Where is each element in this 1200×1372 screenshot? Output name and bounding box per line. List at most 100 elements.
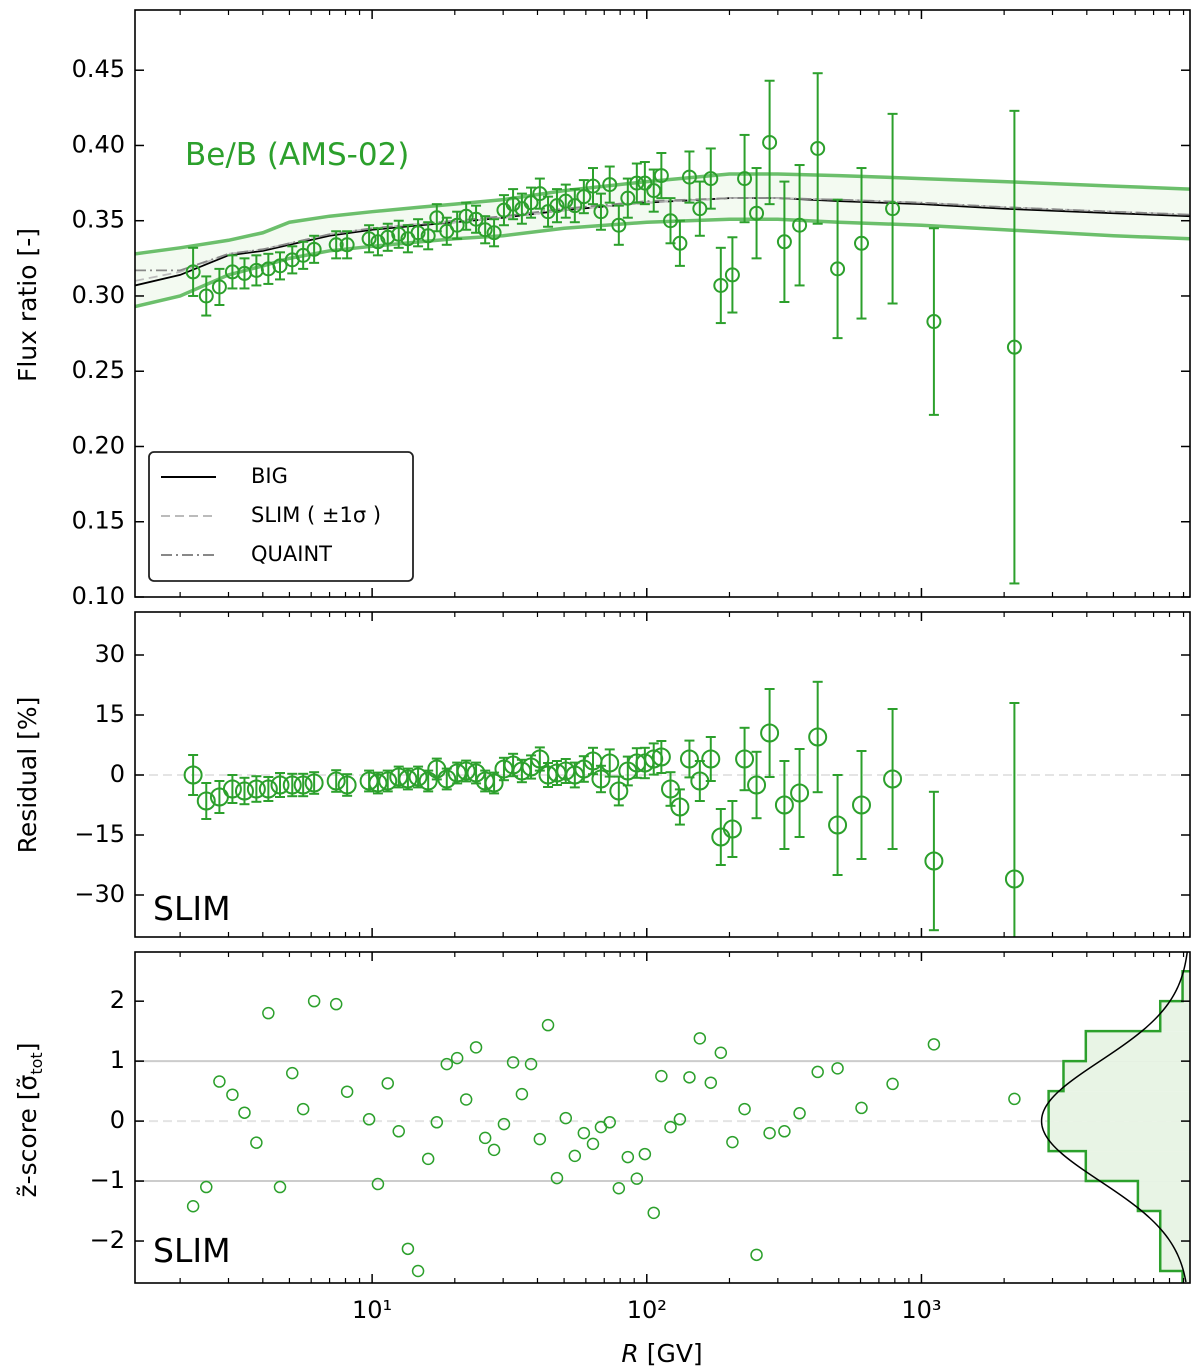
data-point — [637, 175, 653, 191]
data-point — [927, 1038, 941, 1051]
data-point — [664, 1120, 677, 1134]
data-point — [234, 781, 254, 801]
data-point — [286, 1066, 299, 1080]
data-point — [530, 749, 550, 769]
y-tick-label: −30 — [74, 880, 125, 908]
data-point — [722, 819, 742, 839]
y-axis-label-sub: tot — [27, 1052, 46, 1074]
data-point — [246, 779, 266, 799]
histogram-bar — [1048, 1121, 1190, 1152]
data-point — [926, 314, 942, 330]
y-tick-label: −2 — [90, 1226, 125, 1254]
data-point — [655, 1069, 668, 1083]
data-point — [487, 1143, 501, 1157]
data-point — [670, 797, 690, 817]
data-point — [811, 1065, 824, 1079]
annotation: SLIM — [153, 1231, 231, 1270]
data-point — [326, 771, 346, 791]
legend-label: BIG — [251, 464, 288, 488]
data-point — [749, 205, 765, 221]
data-point — [593, 204, 609, 220]
data-point — [567, 198, 583, 214]
data-point — [183, 765, 203, 785]
data-point — [703, 171, 719, 187]
data-point — [381, 1077, 394, 1090]
axes-frame — [134, 951, 1191, 1284]
plot-area — [135, 680, 1190, 937]
data-point — [778, 1125, 791, 1138]
data-point — [456, 761, 476, 781]
data-point — [701, 749, 721, 769]
data-point — [440, 1057, 454, 1071]
data-point — [621, 1150, 635, 1164]
data-point — [523, 195, 539, 211]
legend-label: QUAINT — [251, 542, 332, 566]
y-tick-label: 0.45 — [72, 55, 125, 83]
data-point — [469, 1041, 483, 1054]
data-point — [1008, 1092, 1021, 1106]
data-point — [630, 1172, 644, 1185]
data-point — [411, 1264, 425, 1278]
data-point — [568, 1149, 582, 1163]
data-point — [222, 779, 242, 799]
plot-area — [135, 952, 1190, 1283]
data-point — [304, 773, 324, 793]
data-point — [737, 171, 753, 187]
data-point — [477, 222, 493, 238]
data-point — [1006, 339, 1022, 355]
data-point — [735, 749, 755, 769]
data-point — [486, 225, 502, 241]
histogram-bar — [1137, 1181, 1190, 1212]
data-point — [714, 1046, 728, 1059]
y-tick-label: 15 — [94, 700, 125, 728]
x-tick-label: 10¹ — [352, 1296, 392, 1324]
legend: BIG SLIM ( ±1σ ) QUAINT — [148, 451, 414, 582]
data-point — [792, 217, 808, 233]
y-axis-label-main: z̃-score [σ̃ — [13, 1074, 42, 1197]
y-tick-label: 2 — [110, 986, 125, 1014]
data-point — [392, 1125, 405, 1138]
x-axis-label: R [GV] — [621, 1339, 702, 1368]
y-tick-label: 30 — [94, 640, 125, 668]
data-point — [339, 237, 355, 253]
data-point — [679, 749, 699, 769]
histogram-bar — [1182, 971, 1190, 1002]
histogram-bar — [1048, 1091, 1190, 1122]
data-point — [612, 1182, 626, 1195]
plot-area — [135, 72, 1190, 585]
data-point — [681, 169, 697, 185]
data-point — [885, 201, 901, 217]
data-point — [1004, 869, 1024, 889]
data-point — [250, 1136, 263, 1149]
data-point — [763, 1126, 776, 1140]
data-point — [213, 1075, 226, 1088]
data-point — [340, 1085, 354, 1098]
data-point — [306, 241, 322, 257]
data-point — [673, 1113, 687, 1126]
y-axis-label: Residual [%] — [13, 697, 42, 854]
data-point — [603, 1116, 616, 1129]
data-point — [609, 781, 629, 801]
data-point — [272, 258, 288, 274]
data-point — [693, 1032, 707, 1045]
data-point — [852, 795, 872, 815]
x-axis-label-var: R — [621, 1339, 638, 1368]
data-point — [458, 208, 474, 224]
data-point — [790, 783, 810, 803]
data-point — [329, 997, 343, 1011]
data-point — [924, 851, 944, 871]
data-point — [704, 1076, 718, 1089]
data-point — [532, 186, 548, 202]
data-point — [459, 1093, 473, 1106]
data-point — [380, 229, 396, 245]
legend-box — [148, 451, 414, 582]
y-tick-label: 0.25 — [72, 356, 125, 384]
data-point — [550, 1171, 564, 1185]
annotation: Be/B (AMS-02) — [185, 137, 409, 173]
data-point — [293, 775, 313, 795]
histogram-bar — [1160, 1001, 1190, 1032]
histogram-outline — [1047, 969, 1190, 1283]
data-point — [713, 277, 729, 293]
axes-frame — [134, 9, 1191, 598]
data-point — [401, 1242, 415, 1256]
